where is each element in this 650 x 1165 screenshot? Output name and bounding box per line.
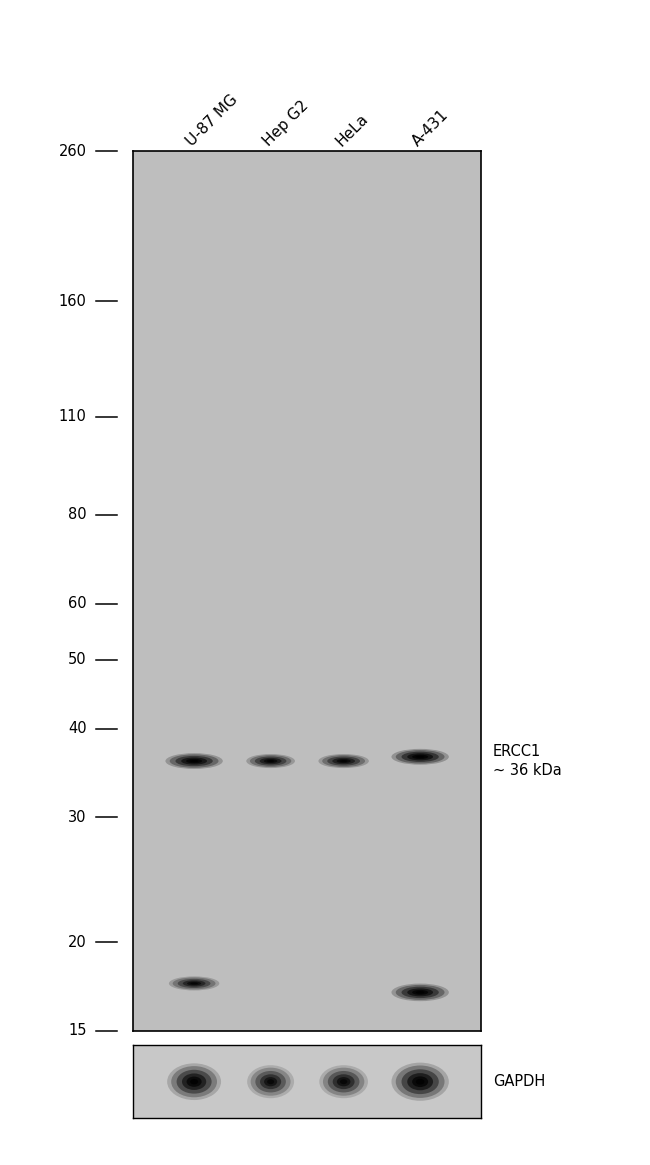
Ellipse shape bbox=[322, 755, 365, 767]
Ellipse shape bbox=[391, 749, 449, 764]
Ellipse shape bbox=[171, 1066, 217, 1097]
Ellipse shape bbox=[416, 991, 424, 994]
Ellipse shape bbox=[332, 758, 355, 764]
Ellipse shape bbox=[181, 757, 207, 764]
Text: 40: 40 bbox=[68, 721, 86, 736]
Text: A-431: A-431 bbox=[410, 106, 452, 149]
Ellipse shape bbox=[190, 760, 198, 762]
Ellipse shape bbox=[246, 754, 295, 768]
Ellipse shape bbox=[416, 1079, 424, 1085]
Ellipse shape bbox=[408, 754, 433, 761]
Ellipse shape bbox=[267, 1079, 274, 1085]
Text: 20: 20 bbox=[68, 934, 86, 949]
Text: 60: 60 bbox=[68, 596, 86, 612]
Ellipse shape bbox=[250, 755, 291, 767]
Ellipse shape bbox=[264, 1078, 277, 1086]
Ellipse shape bbox=[259, 758, 281, 764]
Ellipse shape bbox=[177, 1069, 212, 1094]
Ellipse shape bbox=[177, 979, 211, 988]
Text: 80: 80 bbox=[68, 508, 86, 522]
Ellipse shape bbox=[408, 988, 433, 996]
Ellipse shape bbox=[165, 753, 223, 769]
Ellipse shape bbox=[170, 754, 218, 768]
Text: 15: 15 bbox=[68, 1024, 86, 1038]
Text: 50: 50 bbox=[68, 652, 86, 668]
Ellipse shape bbox=[337, 760, 351, 763]
Ellipse shape bbox=[402, 987, 439, 998]
Ellipse shape bbox=[408, 1073, 433, 1090]
Ellipse shape bbox=[173, 977, 216, 989]
Ellipse shape bbox=[412, 1076, 428, 1087]
Ellipse shape bbox=[169, 976, 219, 990]
Ellipse shape bbox=[190, 982, 198, 984]
Ellipse shape bbox=[402, 751, 439, 762]
Ellipse shape bbox=[247, 1065, 294, 1099]
Ellipse shape bbox=[176, 756, 213, 767]
Ellipse shape bbox=[402, 1069, 439, 1094]
Ellipse shape bbox=[337, 1078, 350, 1086]
Ellipse shape bbox=[190, 1079, 198, 1085]
Ellipse shape bbox=[412, 990, 428, 995]
Ellipse shape bbox=[391, 1062, 449, 1101]
Ellipse shape bbox=[186, 758, 202, 763]
Text: Hep G2: Hep G2 bbox=[260, 98, 311, 149]
Ellipse shape bbox=[328, 1071, 359, 1093]
Ellipse shape bbox=[323, 1067, 365, 1096]
Text: ERCC1
~ 36 kDa: ERCC1 ~ 36 kDa bbox=[493, 743, 562, 778]
Ellipse shape bbox=[412, 755, 428, 760]
Ellipse shape bbox=[187, 1076, 202, 1087]
Ellipse shape bbox=[255, 1071, 286, 1093]
Ellipse shape bbox=[264, 760, 278, 763]
Ellipse shape bbox=[340, 760, 347, 762]
Text: 260: 260 bbox=[58, 144, 86, 158]
Ellipse shape bbox=[333, 1074, 355, 1089]
Ellipse shape bbox=[182, 1073, 206, 1090]
Ellipse shape bbox=[318, 754, 369, 768]
Text: 160: 160 bbox=[58, 294, 86, 309]
Ellipse shape bbox=[319, 1065, 368, 1099]
Ellipse shape bbox=[167, 1064, 221, 1100]
Ellipse shape bbox=[183, 980, 205, 987]
Ellipse shape bbox=[267, 760, 274, 762]
Ellipse shape bbox=[187, 981, 201, 986]
Ellipse shape bbox=[391, 983, 449, 1001]
Text: 110: 110 bbox=[58, 409, 86, 424]
Text: GAPDH: GAPDH bbox=[493, 1074, 545, 1089]
Ellipse shape bbox=[255, 756, 287, 765]
Ellipse shape bbox=[396, 750, 445, 763]
Text: U-87 MG: U-87 MG bbox=[183, 92, 240, 149]
Ellipse shape bbox=[251, 1067, 291, 1096]
Ellipse shape bbox=[396, 1066, 445, 1097]
Ellipse shape bbox=[416, 756, 424, 758]
Ellipse shape bbox=[396, 984, 445, 1000]
Ellipse shape bbox=[260, 1074, 281, 1089]
Ellipse shape bbox=[327, 756, 360, 765]
Text: 30: 30 bbox=[68, 810, 86, 825]
Text: HeLa: HeLa bbox=[333, 111, 371, 149]
Ellipse shape bbox=[340, 1079, 347, 1085]
